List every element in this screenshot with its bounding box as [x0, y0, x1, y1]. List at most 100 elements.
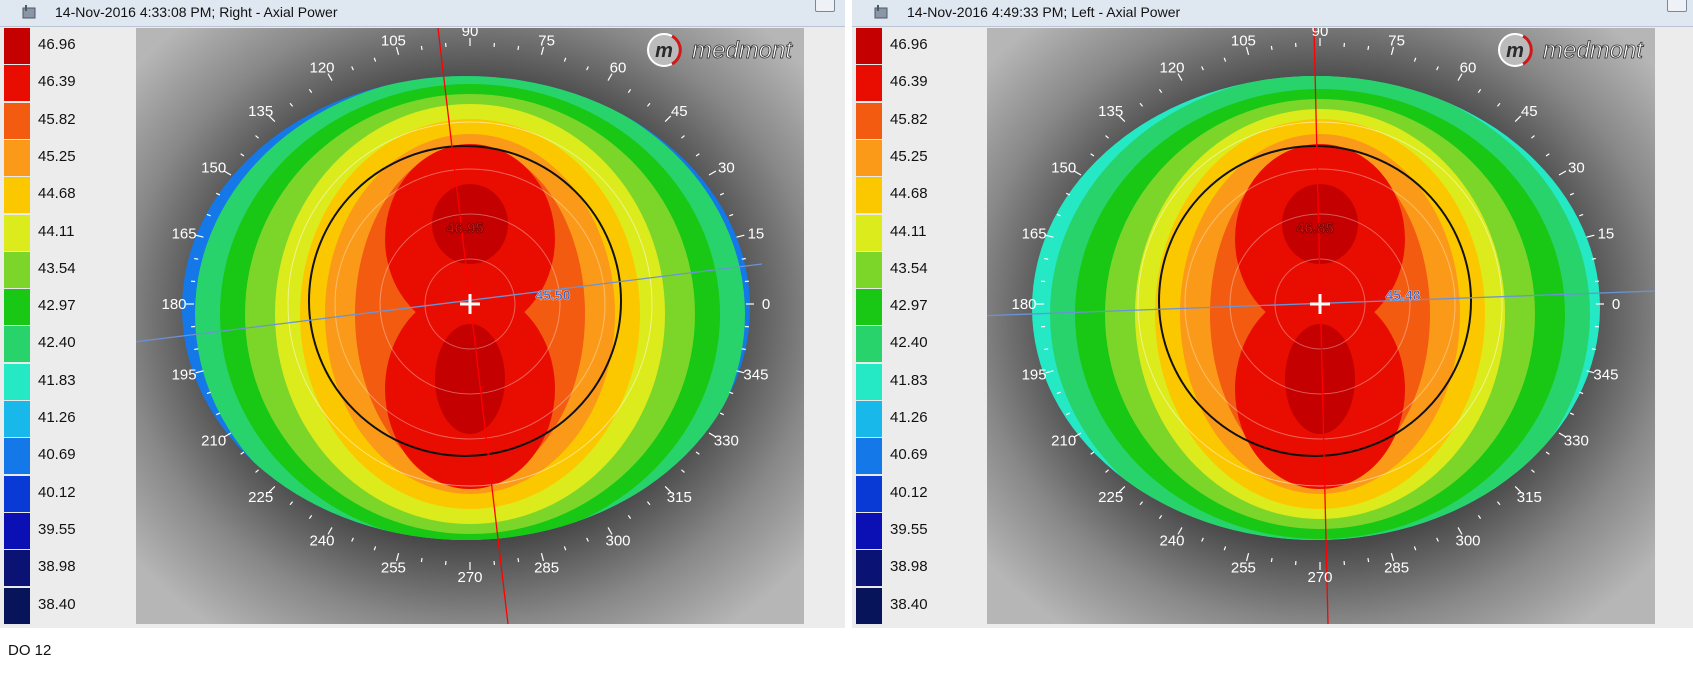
degree-tick	[1056, 213, 1061, 217]
meridian-label: 225	[248, 489, 273, 506]
pupil-reference-circle	[308, 145, 622, 457]
meridian-label: 120	[1159, 60, 1184, 77]
degree-tick	[215, 412, 221, 416]
degree-tick	[729, 213, 734, 217]
brand-name: medmont	[692, 37, 793, 64]
degree-tick	[308, 514, 313, 519]
brand-logo-icon: m	[647, 33, 682, 67]
brand-name: medmont	[1543, 37, 1644, 64]
degree-tick	[1390, 553, 1395, 562]
legend-value: 44.11	[38, 222, 75, 240]
degree-tick	[736, 234, 745, 238]
meridian-label: 255	[1231, 560, 1256, 577]
legend-row: 38.98	[4, 550, 132, 588]
legend-swatch	[856, 363, 882, 401]
meridian-label: 180	[1011, 296, 1036, 313]
meridian-label: 0	[762, 296, 770, 313]
meridian-label: 285	[1384, 560, 1409, 577]
degree-tick	[563, 546, 567, 551]
degree-tick	[1045, 370, 1054, 374]
meridian-label: 345	[743, 367, 768, 384]
meridian-label: 60	[1460, 60, 1477, 77]
legend-swatch	[856, 475, 882, 513]
meridian-label: 150	[201, 160, 226, 177]
degree-tick	[1591, 257, 1596, 260]
axis-power-value: 45.50	[535, 287, 570, 303]
degree-tick	[1201, 66, 1204, 71]
legend-row: 43.54	[856, 251, 984, 289]
degree-tick	[1270, 557, 1273, 563]
degree-tick	[1090, 451, 1095, 455]
legend-swatch	[856, 512, 882, 550]
meridian-label: 270	[457, 569, 482, 586]
legend-value: 39.55	[890, 520, 928, 538]
degree-tick	[1065, 192, 1071, 196]
reference-cross-icon	[1310, 294, 1330, 314]
meridian-label: 45	[1521, 103, 1538, 120]
degree-tick	[1496, 501, 1501, 506]
degree-tick	[681, 135, 685, 139]
degree-tick	[540, 553, 545, 562]
axial-power-map[interactable]: 46.95 45.50 90 105 75 120 60 135 45 150 30 165 15 180…	[136, 28, 804, 624]
degree-tick	[1044, 348, 1049, 351]
legend-value: 38.40	[890, 595, 928, 613]
meridian-label: 135	[1098, 103, 1123, 120]
legend-value: 38.98	[890, 558, 928, 576]
reference-cross-icon	[460, 294, 480, 314]
legend-value: 41.83	[38, 371, 76, 389]
legend-value: 42.40	[890, 334, 928, 352]
degree-tick	[373, 57, 377, 62]
axial-power-map[interactable]: 46.85 45.48 90 105 75 120 60 135 45 150 30 165 15 180…	[987, 28, 1655, 624]
degree-tick	[1586, 234, 1595, 238]
panel-titlebar: 14-Nov-2016 4:49:33 PM; Left - Axial Pow…	[852, 0, 1693, 27]
legend-value: 46.96	[890, 36, 928, 53]
degree-tick	[206, 213, 211, 217]
legend-swatch	[4, 438, 30, 476]
legend-swatch	[4, 326, 30, 364]
legend-swatch	[4, 251, 30, 289]
degree-tick	[719, 412, 725, 416]
meridian-label: 255	[381, 560, 406, 577]
legend-swatch	[4, 475, 30, 513]
meridian-label: 330	[714, 433, 739, 450]
legend-row: 41.26	[4, 401, 132, 438]
degree-tick	[420, 45, 423, 51]
bowtie-pattern	[385, 144, 555, 489]
degree-tick	[540, 46, 545, 55]
panel-button-icon[interactable]	[1667, 0, 1687, 12]
legend-value: 41.26	[890, 409, 928, 426]
degree-tick	[268, 486, 276, 493]
legend-value: 45.25	[890, 147, 928, 165]
window-icon	[22, 5, 36, 19]
degree-tick	[327, 73, 333, 81]
degree-tick	[255, 469, 259, 473]
degree-tick	[194, 257, 199, 260]
svg-text:m: m	[655, 40, 673, 62]
degree-tick	[1073, 170, 1082, 176]
legend-value: 40.69	[890, 446, 928, 464]
legend-value: 41.26	[38, 409, 76, 426]
degree-tick	[1223, 57, 1227, 62]
degree-tick	[729, 391, 734, 395]
meridian-label: 15	[748, 225, 765, 242]
legend-row: 40.69	[856, 438, 984, 476]
degree-tick	[664, 486, 672, 493]
legend-row: 41.26	[856, 401, 984, 438]
meridian-label: 270	[1307, 569, 1332, 586]
meridian-label: 195	[172, 367, 197, 384]
degree-tick	[719, 192, 725, 196]
legend-swatch	[4, 512, 30, 550]
degree-tick	[1118, 115, 1126, 122]
degree-tick	[240, 451, 245, 455]
legend-swatch	[4, 214, 30, 252]
degree-tick	[1105, 135, 1109, 139]
panel-button-icon[interactable]	[815, 0, 835, 12]
degree-tick	[1245, 46, 1250, 55]
legend-row: 44.68	[4, 177, 132, 215]
meridian-label: 195	[1022, 367, 1047, 384]
meridian-label: 60	[610, 60, 627, 77]
degree-tick	[607, 527, 613, 535]
legend-row: 38.40	[4, 587, 132, 625]
legend-swatch	[4, 550, 30, 588]
legend-row: 38.98	[856, 550, 984, 588]
